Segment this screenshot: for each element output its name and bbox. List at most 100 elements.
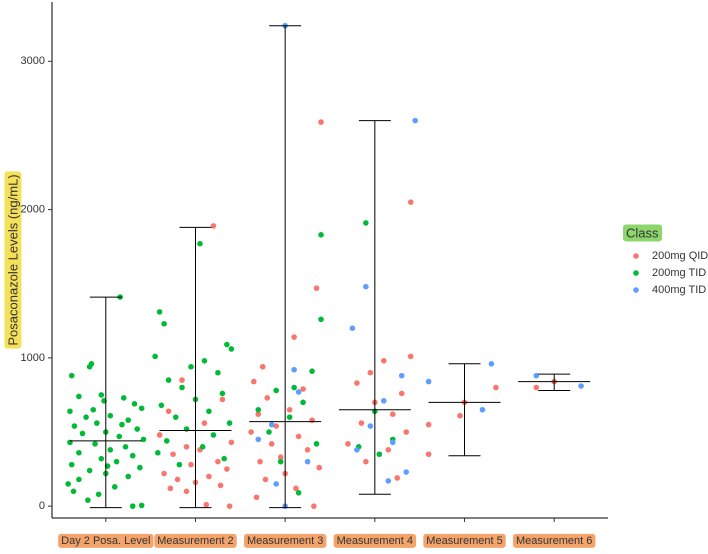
data-point: [167, 485, 174, 492]
label-highlight: [623, 224, 663, 242]
data-point: [122, 444, 129, 450]
data-point: [318, 316, 324, 323]
data-point: [295, 389, 302, 395]
data-point: [273, 423, 279, 429]
data-point: [479, 406, 486, 413]
data-point: [76, 449, 82, 456]
data-point: [219, 390, 226, 397]
data-point: [425, 378, 432, 385]
data-point: [107, 412, 114, 419]
data-point: [407, 353, 414, 360]
data-point: [228, 346, 235, 352]
data-point: [412, 117, 418, 124]
data-point: [138, 502, 145, 509]
data-point: [176, 461, 183, 468]
data-point: [262, 476, 269, 483]
data-point: [111, 484, 118, 490]
data-point: [578, 383, 584, 389]
data-point: [389, 439, 396, 446]
data-point: [172, 414, 179, 420]
data-point: [255, 436, 262, 443]
x-tick-label: Measurement 4: [337, 535, 413, 547]
data-point: [264, 395, 271, 401]
data-point: [155, 449, 161, 456]
data-point: [367, 423, 374, 429]
data-point: [313, 285, 320, 291]
label-highlight: [243, 533, 327, 548]
legend-label: 200mg QID: [652, 250, 708, 262]
data-point: [318, 119, 324, 125]
data-point: [277, 454, 284, 461]
data-point: [363, 283, 369, 290]
data-point: [71, 423, 78, 429]
data-point: [92, 441, 98, 447]
data-point: [76, 476, 82, 483]
data-point: [68, 461, 75, 468]
data-point: [199, 444, 206, 450]
data-point: [83, 414, 89, 420]
data-point: [358, 420, 365, 426]
data-point: [304, 458, 311, 465]
data-point: [295, 489, 302, 496]
data-point: [493, 384, 499, 391]
data-point: [76, 393, 82, 400]
legend-marker: [633, 253, 639, 259]
y-tick-label: 1000: [21, 352, 45, 364]
data-point: [107, 446, 114, 453]
data-point: [224, 341, 230, 348]
data-point: [68, 372, 75, 379]
data-point: [268, 421, 275, 428]
data-point: [286, 406, 293, 413]
data-point: [161, 320, 167, 327]
data-point: [345, 441, 351, 447]
data-point: [134, 426, 140, 432]
data-point: [268, 441, 275, 447]
data-point: [398, 390, 405, 397]
legend-label: 200mg TID: [652, 267, 706, 279]
data-point: [363, 220, 369, 226]
data-point: [156, 432, 163, 438]
data-point: [403, 469, 410, 475]
data-point: [403, 429, 410, 435]
data-point: [349, 325, 356, 332]
data-point: [398, 372, 405, 379]
data-point: [174, 476, 181, 483]
data-point: [255, 406, 262, 413]
label-highlight: [333, 533, 417, 548]
data-point: [457, 412, 463, 419]
x-tick-label: Day 2 Posa. Level: [61, 535, 150, 547]
data-point: [119, 421, 125, 428]
data-point: [273, 481, 279, 487]
data-point: [488, 360, 495, 367]
x-tick-label: Measurement 6: [516, 535, 592, 547]
data-point: [313, 441, 320, 447]
legend-title: Class: [626, 225, 659, 240]
data-point: [201, 420, 208, 426]
data-point: [79, 430, 86, 437]
data-point: [125, 473, 132, 480]
data-point: [354, 446, 360, 453]
x-tick-label: Measurement 5: [426, 535, 502, 547]
label-highlight: [423, 533, 506, 548]
data-point: [129, 503, 136, 509]
data-point: [131, 401, 138, 407]
data-point: [253, 494, 260, 501]
data-point: [215, 369, 221, 376]
data-point: [226, 503, 233, 509]
data-point: [94, 420, 100, 426]
data-point: [318, 231, 324, 238]
data-point: [163, 438, 170, 444]
data-point: [407, 199, 414, 205]
data-point: [65, 481, 71, 487]
highlights: [4, 171, 663, 548]
data-point: [394, 475, 401, 481]
data-point: [210, 223, 217, 229]
data-point: [67, 408, 73, 415]
data-point: [291, 334, 297, 340]
data-point: [70, 488, 77, 495]
data-point: [291, 366, 297, 373]
data-point: [217, 482, 224, 489]
data-point: [363, 458, 369, 465]
label-highlight: [154, 533, 237, 548]
